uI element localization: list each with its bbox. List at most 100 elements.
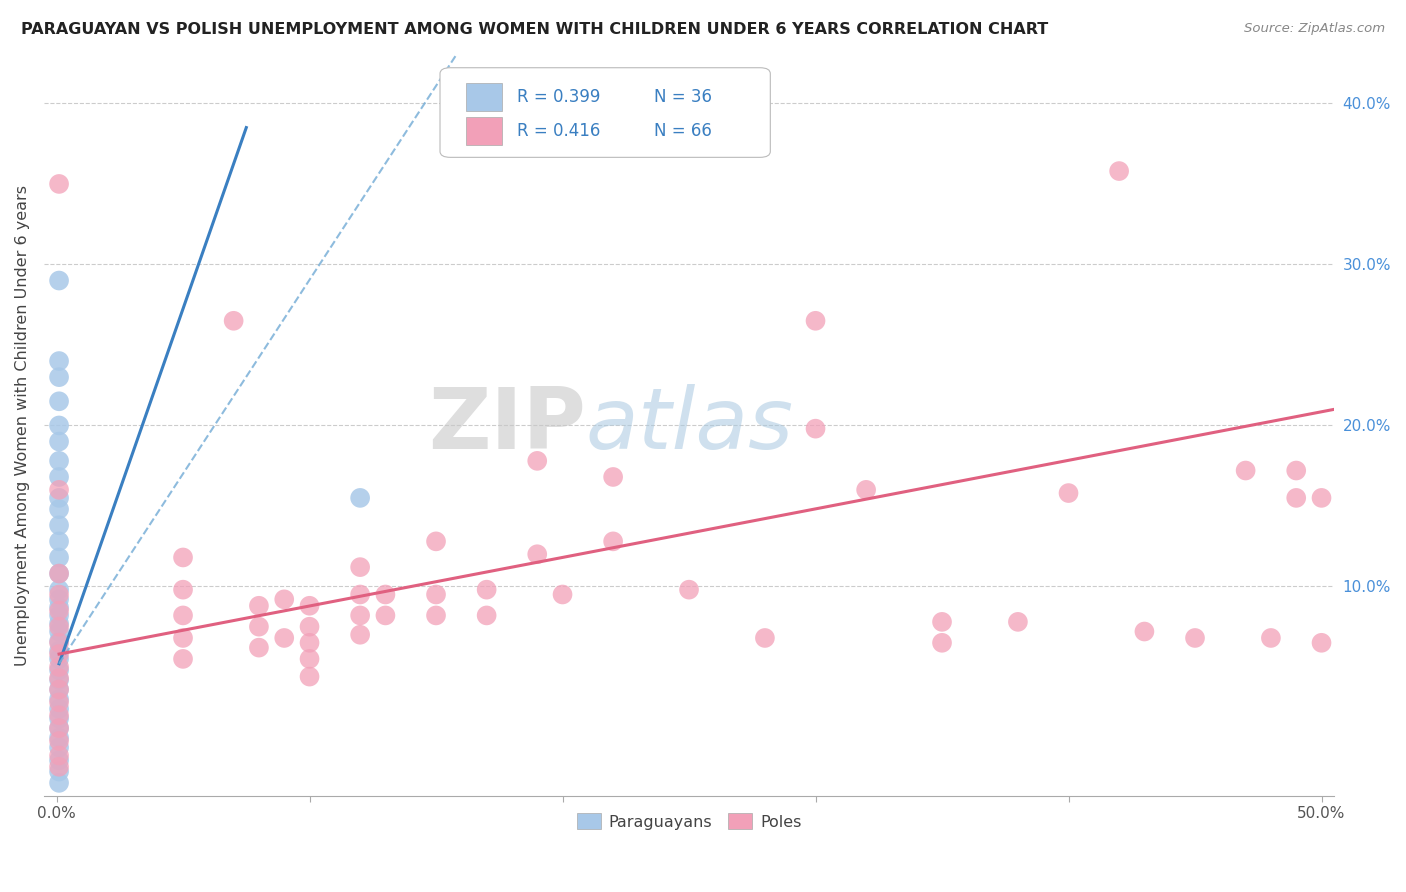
Point xyxy=(1133,624,1156,639)
Point xyxy=(48,634,70,648)
Point xyxy=(475,608,498,623)
Point xyxy=(172,652,194,666)
Point xyxy=(48,721,70,735)
Point xyxy=(1285,491,1308,505)
Point xyxy=(48,660,70,674)
Point xyxy=(349,491,371,505)
Point xyxy=(48,604,70,618)
Point xyxy=(172,608,194,623)
Point xyxy=(1234,463,1257,477)
Point xyxy=(48,274,70,288)
Text: N = 36: N = 36 xyxy=(654,88,713,106)
Point xyxy=(931,636,953,650)
Text: N = 66: N = 66 xyxy=(654,122,711,140)
Point xyxy=(754,631,776,645)
Point xyxy=(48,394,70,409)
Point xyxy=(678,582,700,597)
Point xyxy=(48,566,70,581)
Point xyxy=(374,608,396,623)
Point xyxy=(48,711,70,725)
Point xyxy=(48,434,70,449)
Point xyxy=(48,454,70,468)
Point xyxy=(48,620,70,634)
Point xyxy=(1184,631,1206,645)
Point xyxy=(855,483,877,497)
Point xyxy=(349,587,371,601)
Point xyxy=(475,582,498,597)
Point xyxy=(48,702,70,716)
Point xyxy=(48,760,70,774)
Point xyxy=(48,652,70,666)
Point xyxy=(48,502,70,516)
Point xyxy=(1108,164,1130,178)
Text: PARAGUAYAN VS POLISH UNEMPLOYMENT AMONG WOMEN WITH CHILDREN UNDER 6 YEARS CORREL: PARAGUAYAN VS POLISH UNEMPLOYMENT AMONG … xyxy=(21,22,1049,37)
Point xyxy=(172,631,194,645)
Point xyxy=(48,682,70,697)
Point xyxy=(48,608,70,623)
Text: ZIP: ZIP xyxy=(427,384,586,467)
Point xyxy=(298,670,321,684)
Point xyxy=(602,470,624,484)
Point xyxy=(48,491,70,505)
Y-axis label: Unemployment Among Women with Children Under 6 years: Unemployment Among Women with Children U… xyxy=(15,185,30,666)
Point xyxy=(425,534,447,549)
Point xyxy=(48,550,70,565)
Point xyxy=(48,582,70,597)
FancyBboxPatch shape xyxy=(465,83,502,112)
Point xyxy=(298,652,321,666)
Point xyxy=(247,620,270,634)
Point xyxy=(374,587,396,601)
Point xyxy=(349,560,371,574)
Point xyxy=(48,636,70,650)
Point xyxy=(48,721,70,735)
Point xyxy=(931,615,953,629)
Point xyxy=(48,354,70,368)
FancyBboxPatch shape xyxy=(465,118,502,145)
Point xyxy=(48,592,70,607)
Point xyxy=(526,454,548,468)
Point xyxy=(526,547,548,561)
Point xyxy=(48,673,70,687)
Point xyxy=(48,671,70,685)
Point xyxy=(425,587,447,601)
Point xyxy=(551,587,574,601)
Point xyxy=(48,748,70,763)
Point xyxy=(349,608,371,623)
Text: Source: ZipAtlas.com: Source: ZipAtlas.com xyxy=(1244,22,1385,36)
Point xyxy=(48,616,70,631)
Point xyxy=(298,620,321,634)
Point xyxy=(425,608,447,623)
Point xyxy=(1007,615,1029,629)
Point xyxy=(273,631,295,645)
Point xyxy=(48,470,70,484)
Point xyxy=(222,314,245,328)
Point xyxy=(48,734,70,748)
Point xyxy=(804,422,827,436)
Point xyxy=(48,764,70,779)
Point xyxy=(48,600,70,615)
Point xyxy=(48,708,70,723)
Point xyxy=(48,177,70,191)
Point xyxy=(1057,486,1080,500)
Point xyxy=(1285,463,1308,477)
Point xyxy=(172,582,194,597)
Point xyxy=(48,483,70,497)
Point xyxy=(349,628,371,642)
Point xyxy=(48,534,70,549)
Point xyxy=(1260,631,1282,645)
Point xyxy=(273,592,295,607)
Point xyxy=(48,776,70,790)
Point xyxy=(48,370,70,384)
Text: atlas: atlas xyxy=(586,384,794,467)
Point xyxy=(48,695,70,709)
Legend: Paraguayans, Poles: Paraguayans, Poles xyxy=(571,806,808,836)
Point xyxy=(48,692,70,706)
Point xyxy=(48,587,70,601)
Point xyxy=(48,418,70,433)
Point xyxy=(247,599,270,613)
Point xyxy=(48,624,70,639)
Point xyxy=(804,314,827,328)
Point xyxy=(1310,491,1333,505)
Point xyxy=(48,566,70,581)
Point xyxy=(247,640,270,655)
